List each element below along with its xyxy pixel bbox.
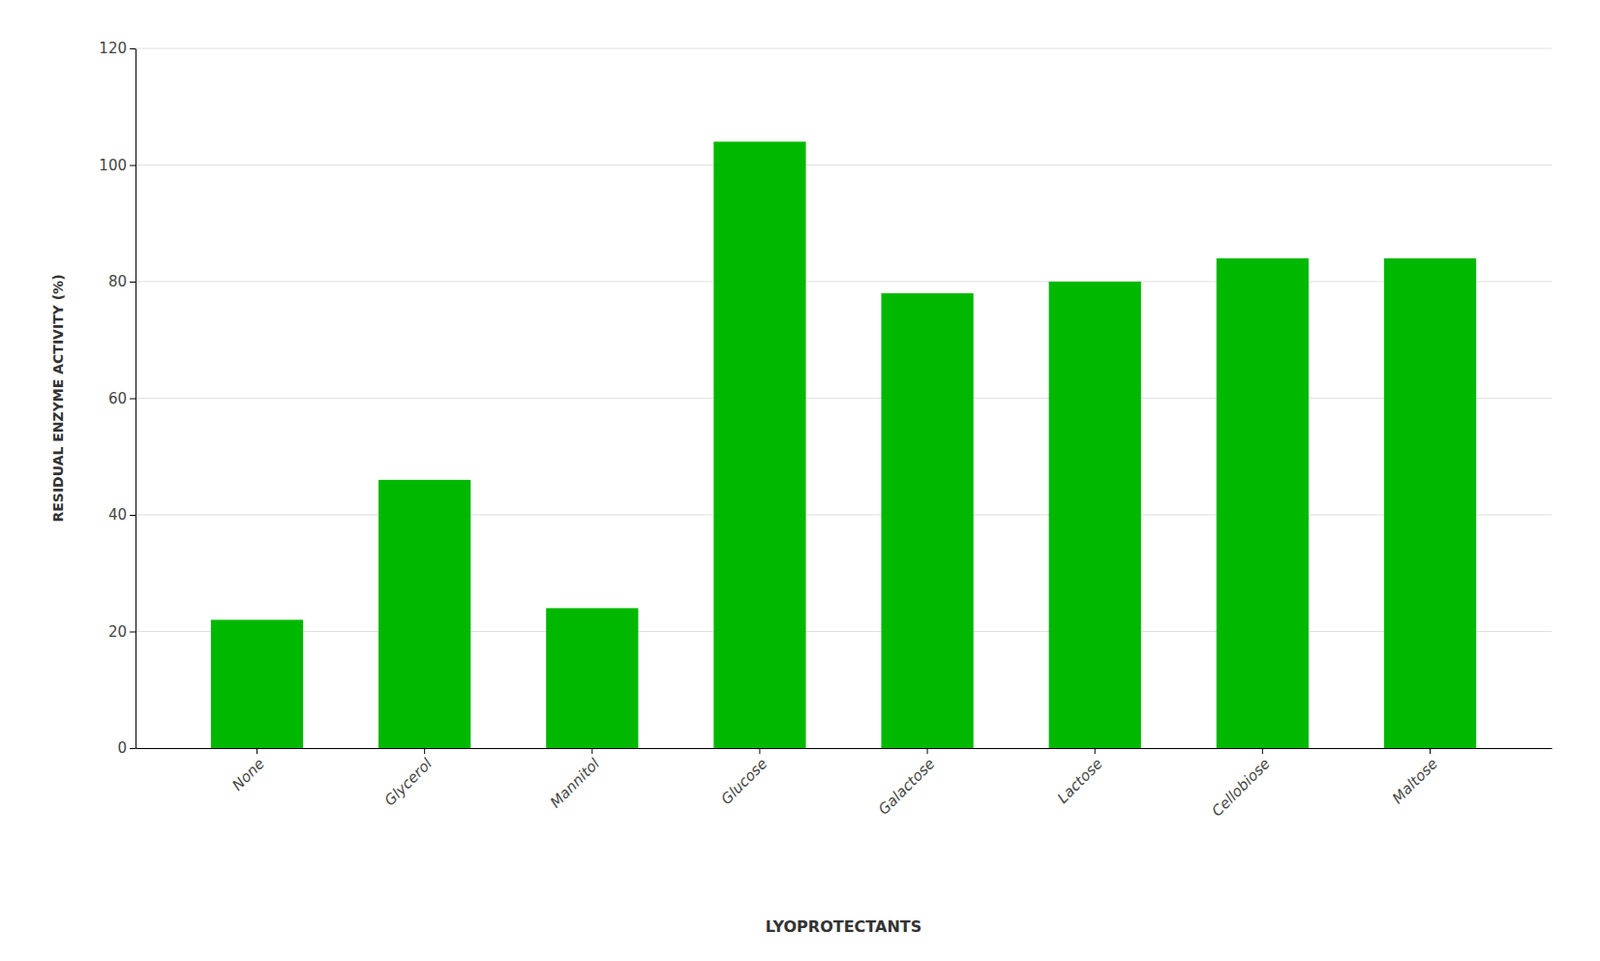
bars bbox=[211, 141, 1477, 749]
x-tick-label: Galactose bbox=[875, 754, 938, 818]
x-tick: Mannitol bbox=[546, 748, 604, 812]
y-tick-label: 80 bbox=[108, 272, 127, 291]
x-tick: Cellobiose bbox=[1207, 748, 1273, 820]
y-tick-label: 100 bbox=[98, 156, 127, 175]
y-tick: 120 bbox=[98, 39, 136, 58]
x-tick-mark bbox=[1262, 748, 1264, 755]
x-tick-mark bbox=[1094, 748, 1096, 755]
x-tick-label: Glycerol bbox=[381, 754, 437, 810]
bar bbox=[880, 293, 973, 749]
bar bbox=[545, 607, 638, 749]
x-tick-label: Glucose bbox=[717, 754, 771, 809]
grid-line bbox=[135, 397, 1552, 399]
x-tick-mark bbox=[758, 748, 760, 755]
y-axis-title: RESIDUAL ENZYME ACTIVITY (%) bbox=[50, 273, 66, 522]
bar bbox=[211, 619, 303, 749]
grid-line bbox=[135, 281, 1552, 283]
y-tick-label: 120 bbox=[98, 39, 127, 58]
x-axis-title: LYOPROTECTANTS bbox=[765, 917, 922, 936]
y-tick-mark bbox=[129, 514, 136, 516]
x-tick-label: None bbox=[228, 754, 268, 794]
grid bbox=[135, 48, 1552, 749]
y-tick: 40 bbox=[108, 506, 136, 524]
grid-line bbox=[135, 631, 1552, 633]
x-tick-mark bbox=[927, 748, 929, 755]
x-tick-label: Cellobiose bbox=[1207, 754, 1273, 820]
bar bbox=[713, 141, 806, 749]
x-tick: Lactose bbox=[1054, 748, 1107, 808]
grid-line bbox=[135, 48, 1552, 50]
bar bbox=[1384, 258, 1477, 749]
x-tick-label: Mannitol bbox=[546, 754, 604, 812]
y-tick-label: 60 bbox=[108, 390, 127, 408]
grid-line bbox=[135, 164, 1552, 166]
y-tick: 60 bbox=[108, 390, 136, 408]
x-axis-line bbox=[136, 748, 1553, 750]
y-tick-mark bbox=[129, 48, 136, 50]
x-tick-label: Lactose bbox=[1054, 754, 1107, 808]
y-tick-mark bbox=[129, 281, 136, 283]
x-tick-label: Maltose bbox=[1388, 754, 1442, 808]
x-tick: Glycerol bbox=[381, 748, 437, 810]
grid-line bbox=[135, 514, 1552, 516]
plot-area: 0 20 40 60 80 100 120 None Glycerol Mannitol Gluco… bbox=[98, 39, 1552, 820]
y-axis: 0 20 40 60 80 100 120 bbox=[98, 39, 136, 757]
y-tick-mark bbox=[129, 165, 136, 167]
y-tick: 20 bbox=[108, 623, 136, 641]
y-tick-label: 20 bbox=[108, 623, 127, 641]
chart-svg: 0 20 40 60 80 100 120 None Glycerol Mannitol Gluco… bbox=[0, 0, 1600, 961]
x-tick-mark bbox=[423, 748, 425, 755]
x-tick: Glucose bbox=[717, 748, 771, 809]
x-tick: Galactose bbox=[875, 748, 938, 819]
y-tick: 80 bbox=[108, 272, 136, 291]
x-tick-mark bbox=[591, 748, 593, 755]
y-axis-line bbox=[135, 49, 137, 750]
y-tick-mark bbox=[129, 398, 136, 400]
y-tick-label: 0 bbox=[117, 739, 127, 757]
x-tick-mark bbox=[256, 748, 258, 755]
x-tick-mark bbox=[1429, 748, 1431, 755]
bar bbox=[1049, 281, 1142, 749]
y-tick-mark bbox=[129, 748, 136, 750]
x-tick: None bbox=[228, 748, 268, 794]
y-tick: 100 bbox=[98, 156, 136, 175]
grid-line bbox=[135, 748, 1552, 750]
x-axis: None Glycerol Mannitol Glucose Galactose Lact… bbox=[136, 748, 1553, 820]
y-tick-label: 40 bbox=[108, 506, 127, 524]
bar bbox=[1216, 258, 1309, 749]
bar bbox=[378, 480, 471, 749]
y-tick-mark bbox=[129, 632, 136, 634]
x-tick: Maltose bbox=[1388, 748, 1442, 808]
y-tick: 0 bbox=[117, 739, 136, 757]
